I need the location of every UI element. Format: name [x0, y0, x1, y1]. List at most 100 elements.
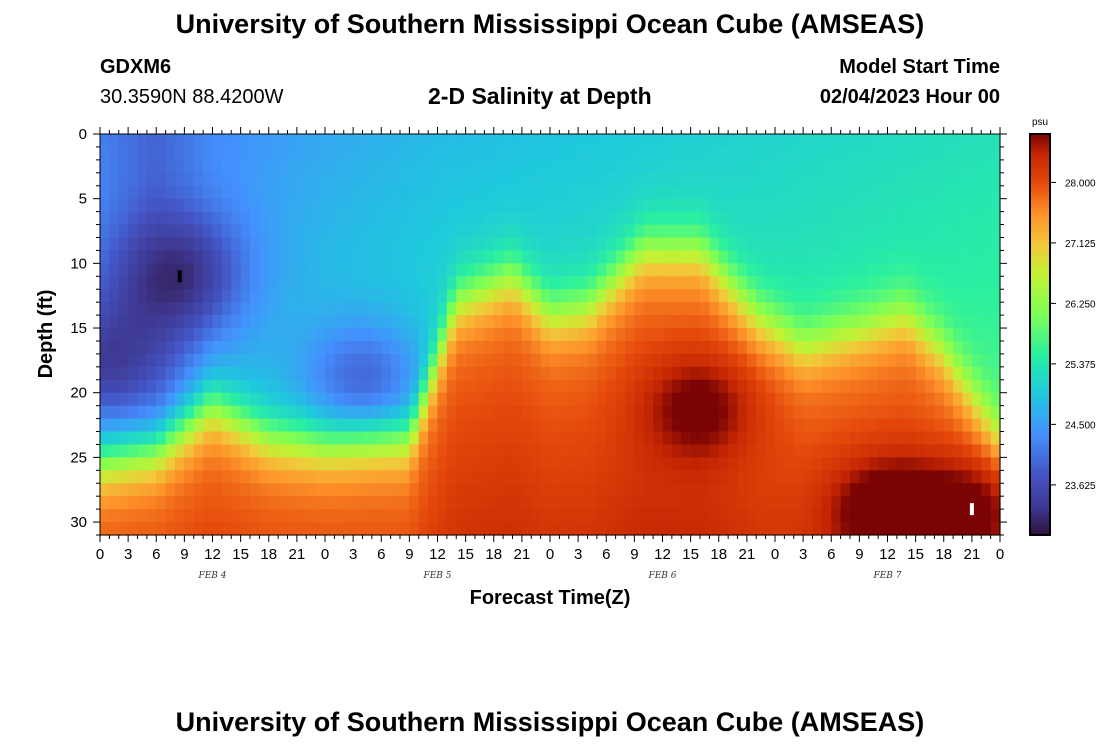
heatmap-cell: [596, 198, 607, 213]
heatmap-cell: [765, 146, 776, 161]
heatmap-cell: [887, 483, 898, 497]
heatmap-cell: [643, 172, 654, 187]
heatmap-cell: [728, 522, 739, 536]
heatmap-cell: [484, 483, 495, 497]
heatmap-cell: [784, 263, 795, 277]
heatmap-cell: [325, 379, 335, 394]
heatmap-cell: [325, 185, 335, 200]
heatmap-cell: [793, 340, 804, 355]
heatmap-cell: [287, 315, 298, 329]
heatmap-cell: [662, 496, 673, 510]
heatmap-cell: [559, 185, 570, 200]
heatmap-cell: [971, 224, 982, 239]
heatmap-cell: [746, 172, 757, 187]
heatmap-cell: [812, 328, 823, 342]
heatmap-cell: [634, 522, 645, 536]
heatmap-cell: [446, 302, 457, 316]
heatmap-cell: [278, 366, 289, 381]
heatmap-cell: [531, 470, 542, 484]
heatmap-cell: [728, 289, 739, 303]
heatmap-cell: [840, 211, 851, 226]
heatmap-cell: [240, 522, 251, 536]
heatmap-cell: [803, 198, 814, 213]
heatmap-cell: [334, 185, 345, 200]
heatmap-cell: [887, 405, 898, 420]
heatmap-cell: [428, 198, 439, 213]
heatmap-cell: [193, 457, 204, 471]
heatmap-cell: [615, 405, 626, 420]
heatmap-cell: [287, 431, 298, 446]
heatmap-cell: [296, 405, 307, 420]
heatmap-cell: [943, 276, 954, 290]
heatmap-cell: [971, 496, 982, 510]
heatmap-cell: [906, 457, 917, 471]
x-tick-label: 21: [964, 546, 981, 563]
heatmap-cell: [325, 250, 335, 264]
heatmap-cell: [840, 198, 851, 213]
heatmap-cell: [175, 353, 185, 368]
heatmap-cell: [146, 289, 157, 303]
heatmap-cell: [306, 159, 317, 174]
heatmap-cell: [465, 302, 476, 316]
heatmap-cell: [700, 509, 710, 523]
heatmap-cell: [400, 250, 410, 264]
heatmap-cell: [193, 211, 204, 226]
heatmap-cell: [990, 185, 1001, 200]
heatmap-cell: [690, 237, 701, 252]
marker: [177, 270, 182, 283]
heatmap-cell: [662, 315, 673, 329]
heatmap-cell: [137, 302, 148, 316]
heatmap-cell: [306, 134, 317, 148]
heatmap-cell: [896, 405, 907, 420]
heatmap-cell: [906, 185, 917, 200]
heatmap-cell: [943, 172, 954, 187]
heatmap-cell: [606, 328, 617, 342]
heatmap-cell: [887, 340, 898, 355]
heatmap-cell: [859, 159, 870, 174]
heatmap-cell: [793, 263, 804, 277]
heatmap-cell: [493, 405, 504, 420]
heatmap-cell: [390, 353, 401, 368]
heatmap-cell: [540, 457, 551, 471]
heatmap-cell: [175, 340, 185, 355]
heatmap-cell: [550, 457, 560, 471]
heatmap-cell: [540, 509, 551, 523]
heatmap-cell: [165, 211, 176, 226]
heatmap-cell: [278, 431, 289, 446]
heatmap-cell: [390, 276, 401, 290]
heatmap-cell: [625, 496, 635, 510]
heatmap-cell: [231, 405, 242, 420]
heatmap-cell: [240, 392, 251, 407]
heatmap-cell: [371, 340, 382, 355]
heatmap-cell: [568, 263, 579, 277]
heatmap-cell: [278, 405, 289, 420]
heatmap-cell: [587, 379, 598, 394]
heatmap-cell: [943, 470, 954, 484]
heatmap-cell: [840, 418, 851, 433]
heatmap-cell: [550, 185, 560, 200]
heatmap-cell: [850, 185, 860, 200]
heatmap-cell: [165, 276, 176, 290]
heatmap-cell: [559, 263, 570, 277]
x-tick-label: 18: [710, 546, 727, 563]
heatmap-cell: [400, 522, 410, 536]
heatmap-cell: [353, 431, 364, 446]
heatmap-cell: [334, 198, 345, 213]
heatmap-cell: [118, 379, 129, 394]
heatmap-cell: [446, 159, 457, 174]
heatmap-cell: [625, 263, 635, 277]
heatmap-cell: [615, 198, 626, 213]
heatmap-cell: [868, 211, 879, 226]
heatmap-cell: [540, 134, 551, 148]
heatmap-cell: [362, 509, 373, 523]
heatmap-cell: [437, 457, 448, 471]
heatmap-cell: [371, 134, 382, 148]
heatmap-cell: [484, 444, 495, 458]
heatmap-cell: [653, 185, 664, 200]
heatmap-cell: [962, 483, 973, 497]
heatmap-cell: [934, 198, 945, 213]
heatmap-cell: [118, 198, 129, 213]
heatmap-cell: [231, 134, 242, 148]
heatmap-cell: [868, 379, 879, 394]
heatmap-cell: [784, 522, 795, 536]
